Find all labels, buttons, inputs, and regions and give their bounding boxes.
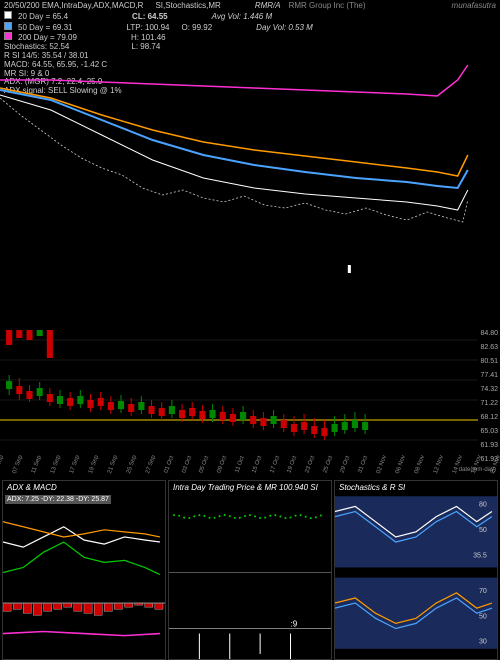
adx-title: ADX & MACD [7,483,57,492]
svg-text:70: 70 [479,587,487,595]
svg-text::9: :9 [291,619,298,628]
ema50-swatch [4,22,12,30]
svg-text:30: 30 [479,638,487,646]
header: 20/50/200 EMA,IntraDay,ADX,MACD,R SI,Sto… [0,0,500,60]
dayvol-value: Day Vol: 0.53 M [256,24,313,33]
avgvol-value: Avg Vol: 1.446 M [212,13,272,22]
svg-text:80: 80 [479,500,487,508]
candle-panel [0,330,478,450]
ltp-value: LTP: 100.94 [126,24,169,33]
ema50-label: 50 Day = 69.31 [18,24,72,33]
svg-text:50: 50 [479,526,487,534]
ema20-swatch [4,11,12,19]
date-axis: 05 Sep07 Sep11 Sep13 Sep17 Sep19 Sep21 S… [0,450,478,474]
price-axis: 84.8082.6380.5177.4174.3271.2268.1265.03… [478,330,500,470]
stoch-title: Stochastics & R SI [339,483,405,492]
ticker-label: RMR/A [255,2,281,11]
date-footer: date(mm-day) [459,467,496,473]
adx-readout: ADX: 7.25 -DY: 22.38 -DY: 25.87 [5,495,111,504]
ema20-label: 20 Day = 65.4 [18,13,68,22]
main-chart [0,60,478,320]
stoch-panel: Stochastics & R SI 80 50 35.5 70 50 30 [334,480,498,660]
svg-text:35.5: 35.5 [473,551,487,559]
ticker-name: RMR Group Inc (The) [289,2,366,11]
low-value: L: 98.74 [131,43,160,52]
adx-panel: ADX & MACD ADX: 7.25 -DY: 22.38 -DY: 25.… [2,480,166,660]
open-value: O: 99.92 [181,24,212,33]
close-value: CL: 64.55 [132,13,168,22]
indicators-mid: SI,Stochastics,MR [155,2,220,11]
bottom-panels: ADX & MACD ADX: 7.25 -DY: 22.38 -DY: 25.… [0,480,500,660]
indicators-list: 20/50/200 EMA,IntraDay,ADX,MACD,R [4,2,143,11]
source-note: munafasutra [452,2,496,11]
svg-text:50: 50 [479,612,487,620]
ema200-swatch [4,32,12,40]
intraday-panel: Intra Day Trading Price & MR 100.940 SI … [168,480,332,660]
intraday-title: Intra Day Trading Price & MR 100.940 SI [173,483,318,492]
